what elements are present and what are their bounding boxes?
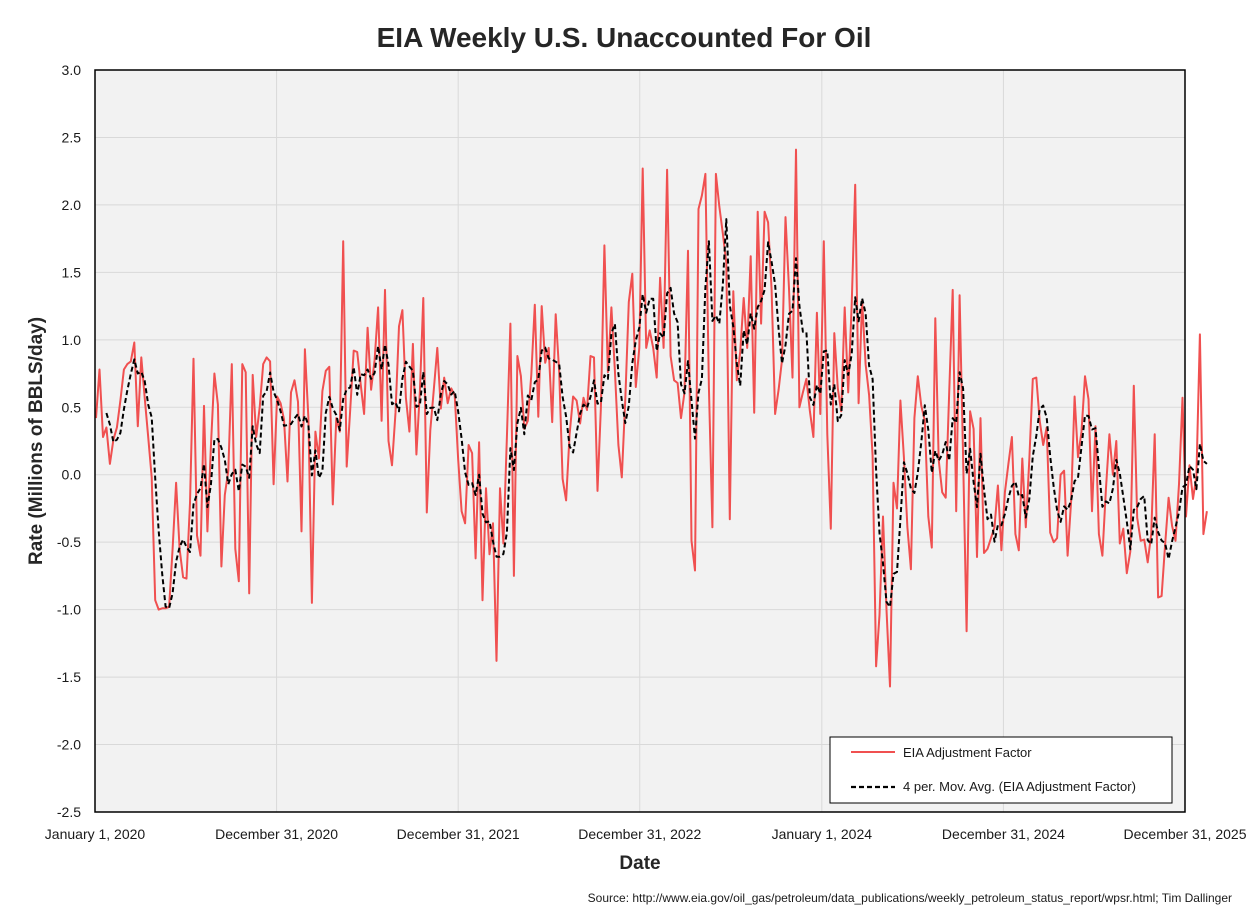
y-tick-label: 2.0 [62,197,82,213]
x-tick-label: December 31, 2021 [397,826,520,842]
series-adjustment-factor-line [95,148,1208,688]
series-layer [95,148,1208,688]
y-tick-label: -1.0 [57,602,81,618]
y-tick-label: 1.5 [62,264,82,280]
y-axis-title: Rate (Millions of BBLS/day) [26,317,47,565]
x-tick-label: December 31, 2024 [942,826,1065,842]
y-tick-label: 1.0 [62,332,82,348]
chart-title: EIA Weekly U.S. Unaccounted For Oil [377,22,872,53]
series-moving-average-line [105,218,1208,610]
y-tick-label: 0.0 [62,467,82,483]
source-note: Source: http://www.eia.gov/oil_gas/petro… [588,891,1232,905]
y-tick-label: -1.5 [57,669,81,685]
y-tick-label: -2.5 [57,804,81,820]
x-tick-label: December 31, 2020 [215,826,338,842]
x-tick-label: January 1, 2024 [772,826,873,842]
x-tick-label: January 1, 2020 [45,826,146,842]
plot-border [94,69,1186,813]
y-tick-label: -0.5 [57,534,81,550]
x-tick-label: December 31, 2022 [578,826,701,842]
x-tick-labels: January 1, 2020 December 31, 2020 December… [45,826,1247,842]
y-tick-label: -2.0 [57,737,81,753]
y-tick-label: 3.0 [62,62,82,78]
legend-label-moving-average: 4 per. Mov. Avg. (EIA Adjustment Factor) [903,779,1136,794]
x-axis-title: Date [619,853,660,874]
y-tick-label: 2.5 [62,129,82,145]
x-tick-label: December 31, 2025 [1124,826,1247,842]
legend: EIA Adjustment Factor 4 per. Mov. Avg. (… [829,736,1173,804]
legend-box [829,736,1173,804]
legend-label-adjustment-factor: EIA Adjustment Factor [903,745,1032,760]
y-tick-label: 0.5 [62,399,82,415]
y-tick-labels: -2.5 -2.0 -1.5 -1.0 -0.5 0.0 0.5 1.0 1.5 2.0 2.5 3.… [57,62,81,820]
